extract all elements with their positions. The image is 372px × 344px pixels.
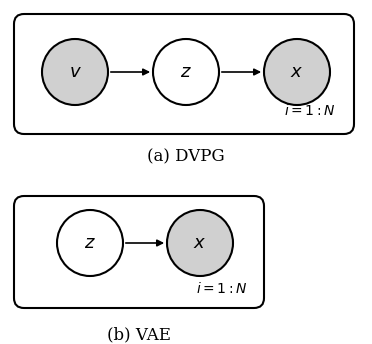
Text: $i = 1 : N$: $i = 1 : N$ [196, 281, 248, 296]
Text: (b) VAE: (b) VAE [107, 326, 171, 343]
Text: $z$: $z$ [84, 234, 96, 252]
FancyBboxPatch shape [14, 196, 264, 308]
FancyBboxPatch shape [14, 14, 354, 134]
Text: (a) DVPG: (a) DVPG [147, 148, 225, 165]
Text: $x$: $x$ [193, 234, 206, 252]
Circle shape [57, 210, 123, 276]
Text: $i = 1 : N$: $i = 1 : N$ [284, 103, 336, 118]
Text: $v$: $v$ [68, 63, 81, 81]
Circle shape [153, 39, 219, 105]
Circle shape [42, 39, 108, 105]
Text: $z$: $z$ [180, 63, 192, 81]
Circle shape [264, 39, 330, 105]
Text: $x$: $x$ [291, 63, 304, 81]
Circle shape [167, 210, 233, 276]
